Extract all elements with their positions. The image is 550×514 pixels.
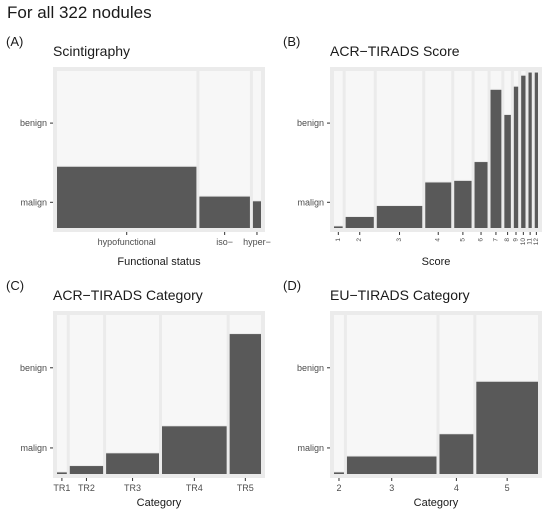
mosaic-cell-benign xyxy=(504,71,511,114)
mosaic-cell-malign xyxy=(376,206,423,228)
mosaic-cell-benign xyxy=(57,71,197,166)
mosaic-cell-benign xyxy=(454,71,472,180)
mosaic-cell-benign xyxy=(425,71,452,182)
mosaic-cell-malign xyxy=(454,180,472,228)
mosaic-cell-malign xyxy=(490,89,502,228)
x-tick-label: 3 xyxy=(389,483,394,493)
x-tick-label: 2 xyxy=(336,483,341,493)
figure-title: For all 322 nodules xyxy=(7,3,152,22)
mosaic-cell-benign xyxy=(345,71,374,217)
x-tick-label: TR2 xyxy=(78,483,95,493)
mosaic-cell-benign xyxy=(346,315,437,456)
y-tick-label: malign xyxy=(297,443,324,453)
mosaic-cell-malign xyxy=(57,166,197,228)
x-tick-label: iso− xyxy=(216,237,233,247)
x-tick-label: 1 xyxy=(335,238,342,242)
mosaic-cell-benign xyxy=(252,71,261,201)
mosaic-cell-malign xyxy=(252,201,261,228)
mosaic-cell-benign xyxy=(106,315,159,453)
x-tick-label: 4 xyxy=(435,238,442,242)
panel-3: (C) ACR−TIRADS Category TR1 TR2 TR3 TR4 TR5 ben… xyxy=(6,278,265,509)
mosaic-cell-malign xyxy=(229,334,261,474)
mosaic-cell-benign xyxy=(334,315,344,472)
panel-letter: (A) xyxy=(6,34,23,49)
mosaic-cell-malign xyxy=(513,86,519,228)
mosaic-cell-malign xyxy=(57,472,67,474)
mosaic-cell-benign xyxy=(334,71,343,226)
x-tick-label: hypofunctional xyxy=(98,237,156,247)
mosaic-cell-malign xyxy=(504,114,511,228)
x-tick-label: 7 xyxy=(492,238,499,242)
mosaic-cell-malign xyxy=(345,217,374,228)
panel-title: ACR−TIRADS Score xyxy=(330,43,460,59)
y-tick-label: benign xyxy=(20,118,47,128)
mosaic-cell-benign xyxy=(439,315,474,434)
y-tick-label: malign xyxy=(297,197,324,207)
mosaic-cell-malign xyxy=(474,162,488,228)
y-tick-label: malign xyxy=(20,443,47,453)
mosaic-cell-malign xyxy=(106,453,159,474)
panel-title: Scintigraphy xyxy=(53,43,130,59)
x-tick-label: TR1 xyxy=(53,483,70,493)
y-tick-label: benign xyxy=(20,363,47,373)
mosaic-cell-benign xyxy=(513,71,519,86)
panel-title: ACR−TIRADS Category xyxy=(53,287,203,303)
mosaic-cell-benign xyxy=(476,315,538,381)
mosaic-cell-malign xyxy=(199,196,250,228)
x-tick-label: 11 xyxy=(527,238,534,245)
x-tick-label: 12 xyxy=(533,238,540,246)
x-tick-label: 2 xyxy=(356,238,363,242)
mosaic-cell-malign xyxy=(69,466,104,474)
mosaic-cell-malign xyxy=(534,72,538,228)
mosaic-cell-malign xyxy=(528,72,532,228)
y-tick-label: benign xyxy=(297,363,324,373)
x-tick-label: 4 xyxy=(454,483,459,493)
mosaic-cell-benign xyxy=(474,71,488,162)
x-tick-label: 3 xyxy=(396,238,403,242)
mosaic-cell-benign xyxy=(229,315,261,334)
mosaic-cell-malign xyxy=(346,456,437,474)
panel-letter: (B) xyxy=(283,34,300,49)
panel-1: (A) Scintigraphy hypofunctional iso− hyper− b… xyxy=(6,34,271,268)
mosaic-cell-malign xyxy=(334,226,343,228)
mosaic-cell-malign xyxy=(521,75,526,229)
x-tick-label: TR5 xyxy=(237,483,254,493)
x-tick-label: 8 xyxy=(504,238,511,242)
x-tick-label: hyper− xyxy=(243,237,271,247)
x-tick-label: TR4 xyxy=(186,483,203,493)
mosaic-cell-benign xyxy=(534,71,538,72)
x-tick-label: 5 xyxy=(459,238,466,242)
x-tick-label: 6 xyxy=(478,238,485,242)
x-axis-label: Functional status xyxy=(117,256,201,268)
mosaic-cell-benign xyxy=(490,71,502,89)
mosaic-cell-benign xyxy=(162,315,227,426)
mosaic-cell-malign xyxy=(439,434,474,474)
mosaic-cell-benign xyxy=(199,71,250,196)
x-tick-label: 5 xyxy=(505,483,510,493)
y-tick-label: malign xyxy=(20,197,47,207)
x-axis-label: Category xyxy=(137,497,182,509)
mosaic-cell-benign xyxy=(57,315,67,472)
mosaic-cell-malign xyxy=(425,182,452,228)
panel-title: EU−TIRADS Category xyxy=(330,287,470,303)
mosaic-cell-malign xyxy=(476,381,538,474)
y-tick-label: benign xyxy=(297,118,324,128)
x-tick-label: 10 xyxy=(520,238,527,246)
mosaic-cell-benign xyxy=(528,71,532,72)
mosaic-cell-benign xyxy=(376,71,423,206)
panel-letter: (D) xyxy=(283,278,301,293)
mosaic-cell-benign xyxy=(521,71,526,75)
panel-letter: (C) xyxy=(6,278,24,293)
x-tick-label: 9 xyxy=(513,238,520,242)
x-tick-label: TR3 xyxy=(124,483,141,493)
x-axis-label: Category xyxy=(414,497,459,509)
mosaic-cell-benign xyxy=(69,315,104,466)
panel-4: (D) EU−TIRADS Category 2 3 4 5 benign malign Cat… xyxy=(283,278,542,509)
mosaic-cell-malign xyxy=(334,472,344,474)
mosaic-cell-malign xyxy=(162,426,227,474)
x-axis-label: Score xyxy=(422,256,451,268)
